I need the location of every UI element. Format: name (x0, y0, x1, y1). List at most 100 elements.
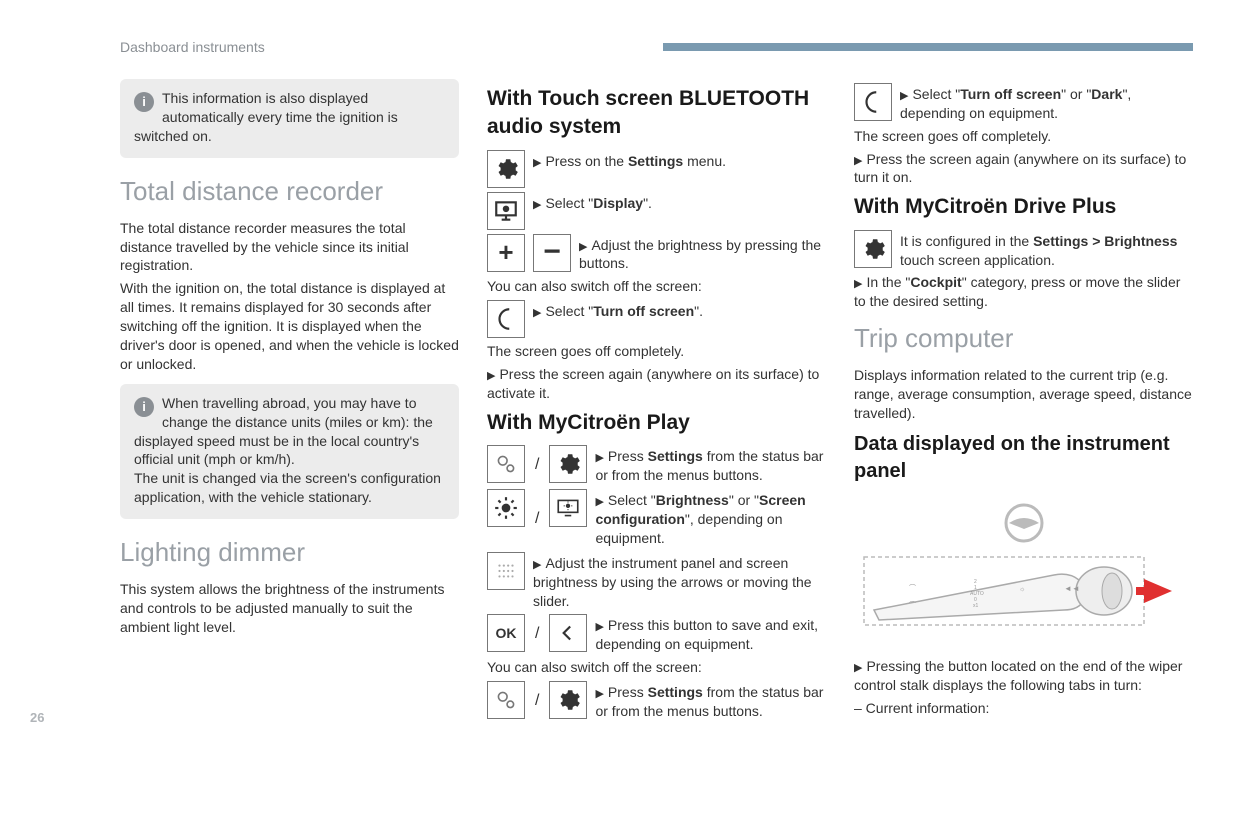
svg-text:☼: ☼ (1019, 586, 1025, 593)
play-adjust-text: ▶Adjust the instrument panel and screen … (533, 552, 826, 611)
txt-bold: Settings (628, 153, 683, 169)
info-box-abroad: i When travelling abroad, you may have t… (120, 384, 459, 519)
separator: / (533, 690, 541, 712)
heading-total-distance: Total distance recorder (120, 174, 459, 209)
txt-bold: Settings (648, 684, 703, 700)
txt-bold: Turn off screen (960, 86, 1061, 102)
play-settings2-text: ▶Press Settings from the status bar or f… (595, 681, 826, 721)
moon-icon (487, 300, 525, 338)
txt: Select " (912, 86, 960, 102)
bt-adjust-text: ▶Adjust the brightness by pressing the b… (579, 234, 826, 274)
separator: / (533, 454, 541, 476)
gear-icon (549, 681, 587, 719)
total-distance-p2: With the ignition on, the total distance… (120, 279, 459, 373)
heading-bluetooth: With Touch screen BLUETOOTH audio system (487, 85, 826, 142)
page-number: 26 (30, 709, 44, 727)
c3-press-again: ▶Press the screen again (anywhere on its… (854, 150, 1193, 188)
trip-p: Displays information related to the curr… (854, 366, 1193, 423)
display-icon (487, 192, 525, 230)
c3-goes-off: The screen goes off completely. (854, 127, 1193, 146)
txt: Press this button to save and exit, depe… (595, 617, 818, 652)
column-3: ▶Select "Turn off screen" or "Dark", dep… (854, 79, 1193, 725)
txt: menu. (683, 153, 726, 169)
stalk-p: ▶Pressing the button located on the end … (854, 657, 1193, 695)
minus-icon: − (533, 234, 571, 272)
lighting-dimmer-p: This system allows the brightness of the… (120, 580, 459, 637)
info-box-ignition: i This information is also displayed aut… (120, 79, 459, 158)
bt-settings-text: ▶Press on the Settings menu. (533, 150, 826, 171)
brightness-icon (487, 489, 525, 527)
ok-button-icon: OK (487, 614, 525, 652)
svg-text:x1: x1 (973, 603, 979, 609)
breadcrumb: Dashboard instruments (120, 38, 265, 57)
dash-current-info: – Current information: (854, 699, 1193, 718)
separator: / (533, 623, 541, 645)
heading-drive-plus: With MyCitroën Drive Plus (854, 193, 1193, 221)
play-brightness-text: ▶Select "Brightness" or "Screen configur… (595, 489, 826, 548)
txt-bold: Brightness (656, 492, 729, 508)
txt: It is configured in the (900, 233, 1033, 249)
bt-press-again: ▶Press the screen again (anywhere on its… (487, 365, 826, 403)
plus-icon: + (487, 234, 525, 272)
info-text-2: When travelling abroad, you may have to … (134, 395, 441, 505)
play-settings-text: ▶Press Settings from the status bar or f… (595, 445, 826, 485)
info-icon: i (134, 92, 154, 112)
gears-small-icon (487, 445, 525, 483)
txt-bold: Cockpit (910, 274, 961, 290)
txt: ". (694, 303, 703, 319)
txt-bold: Turn off screen (593, 303, 694, 319)
txt: Press the screen again (anywhere on its … (854, 151, 1186, 186)
txt: touch screen application. (900, 252, 1055, 268)
gear-icon (487, 150, 525, 188)
column-1: i This information is also displayed aut… (120, 79, 459, 725)
txt-bold: Dark (1091, 86, 1122, 102)
txt: " or " (1061, 86, 1091, 102)
screen-brightness-icon (549, 489, 587, 527)
gear-icon (549, 445, 587, 483)
header-accent-bar (663, 43, 1193, 51)
svg-text:⌒: ⌒ (909, 584, 916, 592)
heading-trip-computer: Trip computer (854, 321, 1193, 356)
txt-bold: Settings > Brightness (1033, 233, 1177, 249)
txt: Adjust the brightness by pressing the bu… (579, 237, 821, 272)
moon-text: ▶Select "Turn off screen" or "Dark", dep… (900, 83, 1193, 123)
txt: Press (608, 684, 648, 700)
txt: Select " (608, 492, 656, 508)
bt-turnoff-text: ▶Select "Turn off screen". (533, 300, 826, 321)
separator: / (533, 508, 541, 530)
dp-text: It is configured in the Settings > Brigh… (900, 230, 1193, 270)
column-2: With Touch screen BLUETOOTH audio system… (487, 79, 826, 725)
txt: Press on the (545, 153, 628, 169)
txt-bold: Settings (648, 448, 703, 464)
svg-text:◄◄: ◄◄ (1064, 584, 1080, 593)
gears-small-icon (487, 681, 525, 719)
play-ok-text: ▶Press this button to save and exit, dep… (595, 614, 826, 654)
bt-switch-off: You can also switch off the screen: (487, 277, 826, 296)
txt: ". (643, 195, 652, 211)
info-text-1: This information is also displayed autom… (134, 90, 398, 144)
moon-icon (854, 83, 892, 121)
txt: Press (608, 448, 648, 464)
txt: " or " (729, 492, 759, 508)
bt-display-text: ▶Select "Display". (533, 192, 826, 213)
txt: Select " (545, 303, 593, 319)
txt: In the " (866, 274, 910, 290)
bt-goes-off: The screen goes off completely. (487, 342, 826, 361)
info-icon: i (134, 397, 154, 417)
svg-text:⌒: ⌒ (909, 601, 916, 609)
play-switch-off: You can also switch off the screen: (487, 658, 826, 677)
txt: Adjust the instrument panel and screen b… (533, 555, 812, 609)
txt-bold: Display (593, 195, 643, 211)
txt: Select " (545, 195, 593, 211)
heading-data-panel: Data displayed on the instrument panel (854, 431, 1193, 485)
heading-lighting-dimmer: Lighting dimmer (120, 535, 459, 570)
total-distance-p1: The total distance recorder measures the… (120, 219, 459, 276)
txt: Press the screen again (anywhere on its … (487, 366, 819, 401)
heading-mycitroen-play: With MyCitroën Play (487, 409, 826, 437)
wiper-stalk-diagram: ⌒ ⌒ 2 1 AUTO 0 x1 ☼ ◄◄ (854, 495, 1174, 645)
gear-icon (854, 230, 892, 268)
svg-text:AUTO: AUTO (970, 591, 984, 597)
dp-cockpit: ▶In the "Cockpit" category, press or mov… (854, 273, 1193, 311)
slider-dots-icon (487, 552, 525, 590)
txt: Pressing the button located on the end o… (854, 658, 1182, 693)
